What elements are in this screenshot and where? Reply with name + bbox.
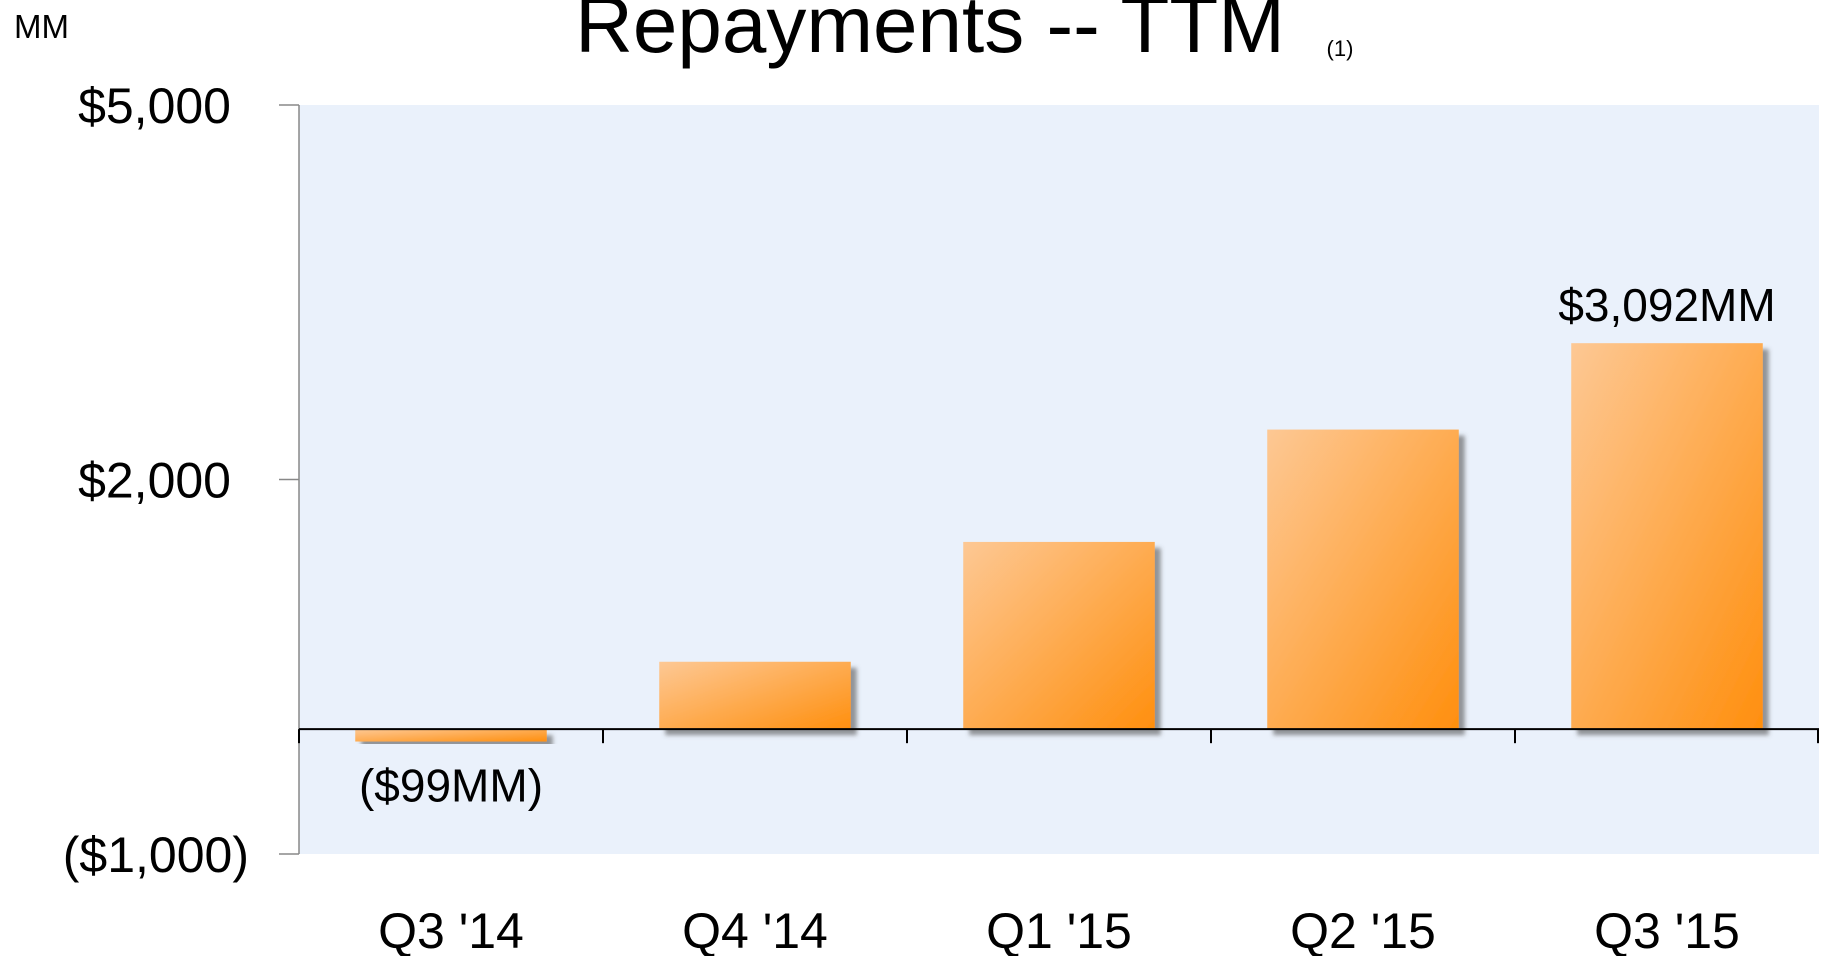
- x-tick-label: Q3 '14: [378, 903, 524, 956]
- bar: [1267, 429, 1459, 730]
- x-tick-label: Q2 '15: [1290, 903, 1436, 956]
- bar: [963, 541, 1155, 730]
- y-tick-label: ($1,000): [63, 827, 249, 883]
- y-tick-label: $5,000: [78, 78, 231, 134]
- unit-label: MM: [14, 8, 69, 45]
- bar: [659, 661, 851, 730]
- bar: [1571, 343, 1763, 730]
- value-label: ($99MM): [359, 760, 543, 812]
- title-note: (1): [1327, 36, 1354, 61]
- y-tick-label: $2,000: [78, 453, 231, 509]
- value-label: $3,092MM: [1558, 279, 1775, 331]
- bar: [355, 729, 547, 742]
- x-tick-label: Q4 '14: [682, 903, 828, 956]
- x-tick-label: Q3 '15: [1594, 903, 1740, 956]
- x-tick-label: Q1 '15: [986, 903, 1132, 956]
- chart-title: Repayments -- TTM: [575, 0, 1285, 69]
